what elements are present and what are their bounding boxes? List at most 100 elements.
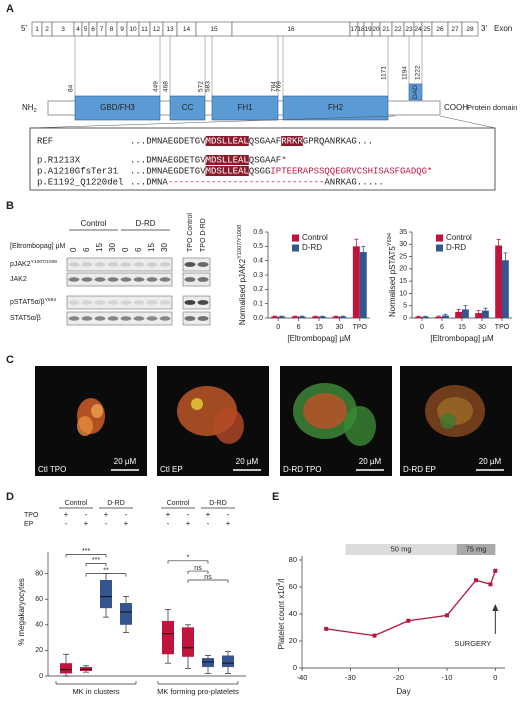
y-tick-label: 25	[399, 253, 407, 260]
cell	[91, 404, 103, 418]
dose-bar	[345, 544, 457, 555]
band	[107, 277, 119, 282]
band	[184, 316, 196, 321]
band	[107, 262, 119, 267]
x-tick-label: -10	[442, 673, 453, 682]
sequence-segment: ANRKAG.....	[324, 177, 383, 187]
band	[159, 316, 171, 321]
domain	[408, 83, 423, 101]
band	[146, 300, 158, 305]
domain-label: FH2	[328, 103, 344, 112]
cell	[77, 416, 93, 436]
treatment-sign: +	[186, 519, 191, 528]
box	[222, 655, 234, 668]
position-label: 1171	[381, 66, 388, 80]
dose-label: 0	[69, 247, 78, 252]
exon-number: 24	[414, 26, 422, 33]
highlight	[205, 155, 249, 165]
dose-label: 15	[95, 243, 104, 252]
x-tick-label: 0	[276, 324, 280, 331]
band	[159, 300, 171, 305]
y-tick-label: 80	[35, 570, 43, 577]
exon-number: 28	[466, 26, 474, 33]
domain	[211, 95, 279, 121]
y-tick-label: 20	[399, 266, 407, 273]
sequence-segment: QSGG	[249, 166, 271, 176]
legend-swatch	[292, 244, 299, 252]
exon-number: 8	[110, 26, 114, 33]
bar	[359, 252, 367, 318]
band	[184, 300, 196, 305]
text-part: JAK2	[10, 276, 27, 283]
y-tick-label: 0.6	[253, 229, 263, 236]
blot	[66, 311, 173, 326]
exon-number: 5	[84, 26, 88, 33]
band	[107, 316, 119, 321]
significance-label: ***	[92, 557, 100, 564]
band	[133, 277, 145, 282]
scale-label: 20 µM	[236, 457, 259, 466]
sequence-segment: -----------------------------	[168, 177, 325, 187]
sequence-name: p.E1192_Q1220del	[37, 177, 123, 187]
band	[68, 300, 80, 305]
band	[120, 277, 132, 282]
domain-label: CC	[182, 103, 194, 112]
y-tick-label: 10	[399, 290, 407, 297]
marker	[488, 582, 493, 587]
sequence-name: REF	[37, 136, 53, 146]
box	[202, 658, 214, 668]
annotation: SURGERY	[454, 639, 491, 648]
bar	[482, 310, 489, 318]
treatment-sign: -	[167, 519, 170, 528]
y-tick-label: 0.2	[253, 286, 263, 293]
y-axis-label: % megakaryocytes	[17, 578, 26, 646]
exon-number: 20	[372, 26, 380, 33]
band	[197, 262, 209, 267]
panel-label: A	[6, 3, 14, 15]
bar	[278, 316, 286, 318]
condition-label: D-RD	[209, 500, 227, 507]
y-axis-label: Normalised pSTAT5Y694	[387, 233, 397, 317]
highlight	[281, 136, 303, 146]
blot-row-label: pSTAT5α/βY694	[10, 297, 56, 306]
y-tick-label: 60	[35, 596, 43, 603]
domain-label: DAD	[412, 85, 419, 99]
x-tick-label: -30	[345, 673, 356, 682]
zoom-line	[29, 115, 396, 129]
band	[133, 300, 145, 305]
text-part: Y694	[387, 233, 393, 246]
legend-swatch	[436, 234, 443, 242]
line	[326, 570, 496, 637]
band	[120, 262, 132, 267]
treatment-sign: +	[166, 510, 171, 519]
band	[197, 316, 209, 321]
bar	[271, 316, 279, 318]
x-tick-label: 6	[297, 324, 301, 331]
sequence-segment: ...DMNAEGDETGV	[130, 155, 206, 165]
legend-label: Control	[446, 233, 472, 242]
cell	[214, 408, 244, 444]
band	[159, 262, 171, 267]
exon-number: 22	[394, 26, 402, 33]
box	[100, 580, 112, 609]
y-axis-label: Platelet count x109/l	[276, 578, 286, 649]
y-tick-label: 0.0	[253, 315, 263, 322]
significance-label: *	[187, 555, 190, 562]
dose-bar	[456, 544, 496, 555]
box	[162, 620, 174, 655]
bar	[298, 316, 306, 318]
treatment-sign: -	[85, 510, 88, 519]
blot	[66, 295, 173, 310]
panel-label: E	[272, 491, 279, 503]
exon	[461, 21, 479, 37]
sequence-segment: ...DMNA	[130, 177, 168, 187]
group-label: MK in clusters	[72, 687, 119, 696]
treatment-sign: -	[65, 519, 68, 528]
sequence-segment: RRKR	[281, 136, 303, 146]
marker	[474, 578, 478, 583]
sequence-segment: MDSLLEAL	[206, 166, 249, 176]
treatment-label: EP	[24, 521, 34, 528]
group-label: D-RD	[136, 219, 156, 228]
text-part: Y1007/Y1008	[237, 225, 243, 259]
band	[94, 316, 106, 321]
